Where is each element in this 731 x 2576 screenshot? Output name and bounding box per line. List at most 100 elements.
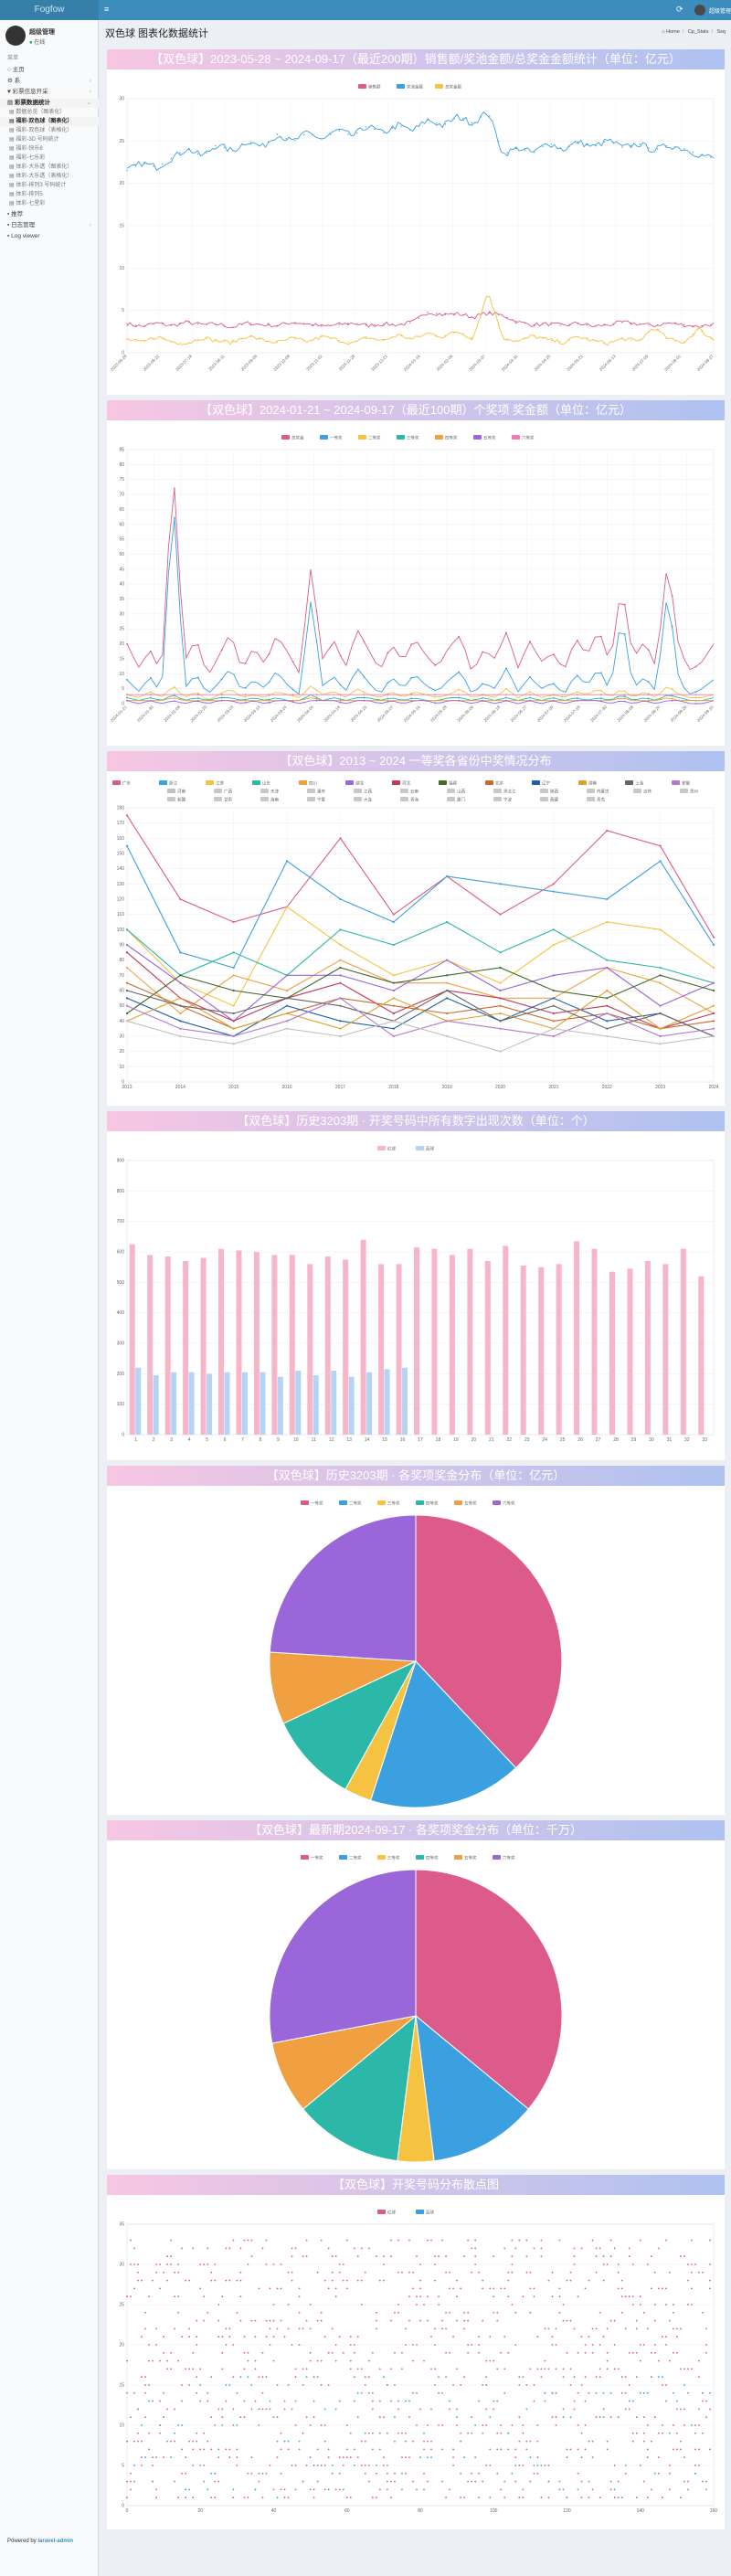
scatter-point-red [485,2424,488,2426]
data-point [291,701,294,704]
bar-blue [331,1371,337,1435]
scatter-point-red [416,2295,418,2298]
menu-icon[interactable]: ≡ [104,5,110,14]
scatter-point-red [664,2384,667,2386]
sidebar-item-13[interactable]: ▤ 体彩-排列5 [0,190,99,199]
series-line-11 [126,990,715,1037]
scatter-point-red [148,2448,150,2451]
scatter-point-blue [577,2488,579,2491]
breadcrumb-home[interactable]: Home [666,29,680,35]
footer-brand-link[interactable]: laravel-admin [37,2539,74,2544]
data-point [150,676,152,679]
data-point [215,144,217,147]
sidebar-item-10[interactable]: ▤ 体彩-大乐透（图表化） [0,163,99,172]
data-point [291,694,294,696]
data-point [392,1027,395,1030]
scatter-point-red [130,2239,132,2242]
scatter-point-red [434,2263,436,2265]
scatter-point-red [558,2480,561,2483]
scatter-point-red [196,2376,198,2379]
scatter-point-red [489,2465,492,2466]
data-point [329,337,332,340]
scatter-point-red [449,2271,450,2274]
breadcrumb-stats[interactable]: Cp_Stats [687,29,709,35]
scatter-point-red [302,2432,304,2434]
scatter-point-red [577,2351,579,2354]
sidebar-item-0[interactable]: ○ 主页 [0,66,99,75]
scatter-point-red [635,2496,638,2499]
scatter-point-red [367,2359,370,2362]
scatter-point-red [518,2239,521,2242]
data-point [249,335,252,338]
data-point [387,682,389,684]
sidebar-item-9[interactable]: ▤ 福彩-七乐彩 [0,154,99,163]
y-tick-label: 200 [117,1372,125,1377]
scatter-point-blue [533,2465,535,2466]
data-point [339,698,342,701]
sidebar-item-14[interactable]: ▤ 体彩-七星彩 [0,199,99,208]
x-tick-label: 2024-01-16 [403,354,421,372]
sidebar-item-5[interactable]: ▤ 福彩-双色球（图表化） [0,117,99,126]
scatter-point-red [617,2263,620,2265]
legend-label: 三等奖 [387,1855,400,1861]
sidebar-item-16[interactable]: ▪ 日志管理 ‹ [0,221,99,230]
data-point [363,691,366,694]
sidebar-item-6[interactable]: ▤ 福彩-双色球（表格化） [0,126,99,135]
logo[interactable]: Fogfow [0,0,99,20]
scatter-point-red [642,2416,645,2419]
user-menu[interactable]: 超级管理 [694,4,731,16]
scatter-point-red [210,2271,213,2274]
legend-swatch [512,435,520,440]
scatter-point-red [291,2344,293,2346]
sidebar-item-17[interactable]: ▪ Log viewer [0,232,99,241]
sidebar-item-3[interactable]: ▤ 彩票数据统计 ⌄ [0,99,99,108]
scatter-point-red [639,2304,641,2306]
sidebar-item-15[interactable]: ▪ 推荐 [0,210,99,219]
scatter-point-red [613,2247,616,2250]
data-point [179,1020,182,1023]
scatter-point-red [353,2247,355,2250]
x-tick-label: 23 [524,1437,530,1443]
scatter-point-red [569,2448,572,2451]
scatter-point-red [313,2400,315,2402]
scatter-point-red [302,2327,304,2330]
legend-label: 一等奖 [330,435,343,441]
scatter-point-red [628,2295,630,2298]
scatter-point-red [405,2327,407,2330]
data-point [125,814,129,817]
scatter-point-red [254,2400,257,2402]
sidebar-item-8[interactable]: ▤ 福彩-快乐8 [0,144,99,154]
scatter-point-red [185,2472,187,2475]
data-point [542,145,544,147]
scatter-point-red [228,2247,231,2250]
scatter-point-red [588,2279,590,2282]
x-tick-label: 140 [637,2508,645,2514]
scatter-point-red [133,2287,135,2290]
sidebar-item-1[interactable]: ⚙ 系 ‹ [0,77,99,86]
scatter-point-red [269,2319,271,2322]
data-point [285,1027,289,1030]
scatter-point-red [364,2440,366,2443]
scatter-point-red [225,2344,228,2346]
scatter-point-red [646,2424,649,2426]
sidebar-item-2[interactable]: ♥ 彩票信息开采 ‹ [0,88,99,97]
scatter-point-red [408,2456,410,2459]
status-text: 在线 [34,40,46,46]
y-tick-label: 10 [119,2423,124,2429]
legend-label: 云南 [410,789,418,795]
scatter-point-red [569,2384,572,2386]
sidebar-item-7[interactable]: ▤ 福彩-3D 号码统计 [0,135,99,144]
sidebar-item-12[interactable]: ▤ 体彩-排列3 号码统计 [0,181,99,190]
refresh-icon[interactable]: ⟳ [676,5,683,14]
data-point [529,641,531,642]
scatter-point-red [203,2448,206,2451]
scatter-point-red [356,2279,359,2282]
data-point [482,700,483,702]
scatter-point-red [356,2336,359,2338]
scatter-point-red [602,2408,605,2411]
scatter-point-red [566,2448,568,2451]
sidebar-item-4[interactable]: ▤ 数据总览（图表化） [0,108,99,117]
scatter-point-blue [247,2376,249,2379]
scatter-point-red [394,2311,396,2314]
sidebar-item-11[interactable]: ▤ 体彩-大乐透（表格化） [0,172,99,181]
